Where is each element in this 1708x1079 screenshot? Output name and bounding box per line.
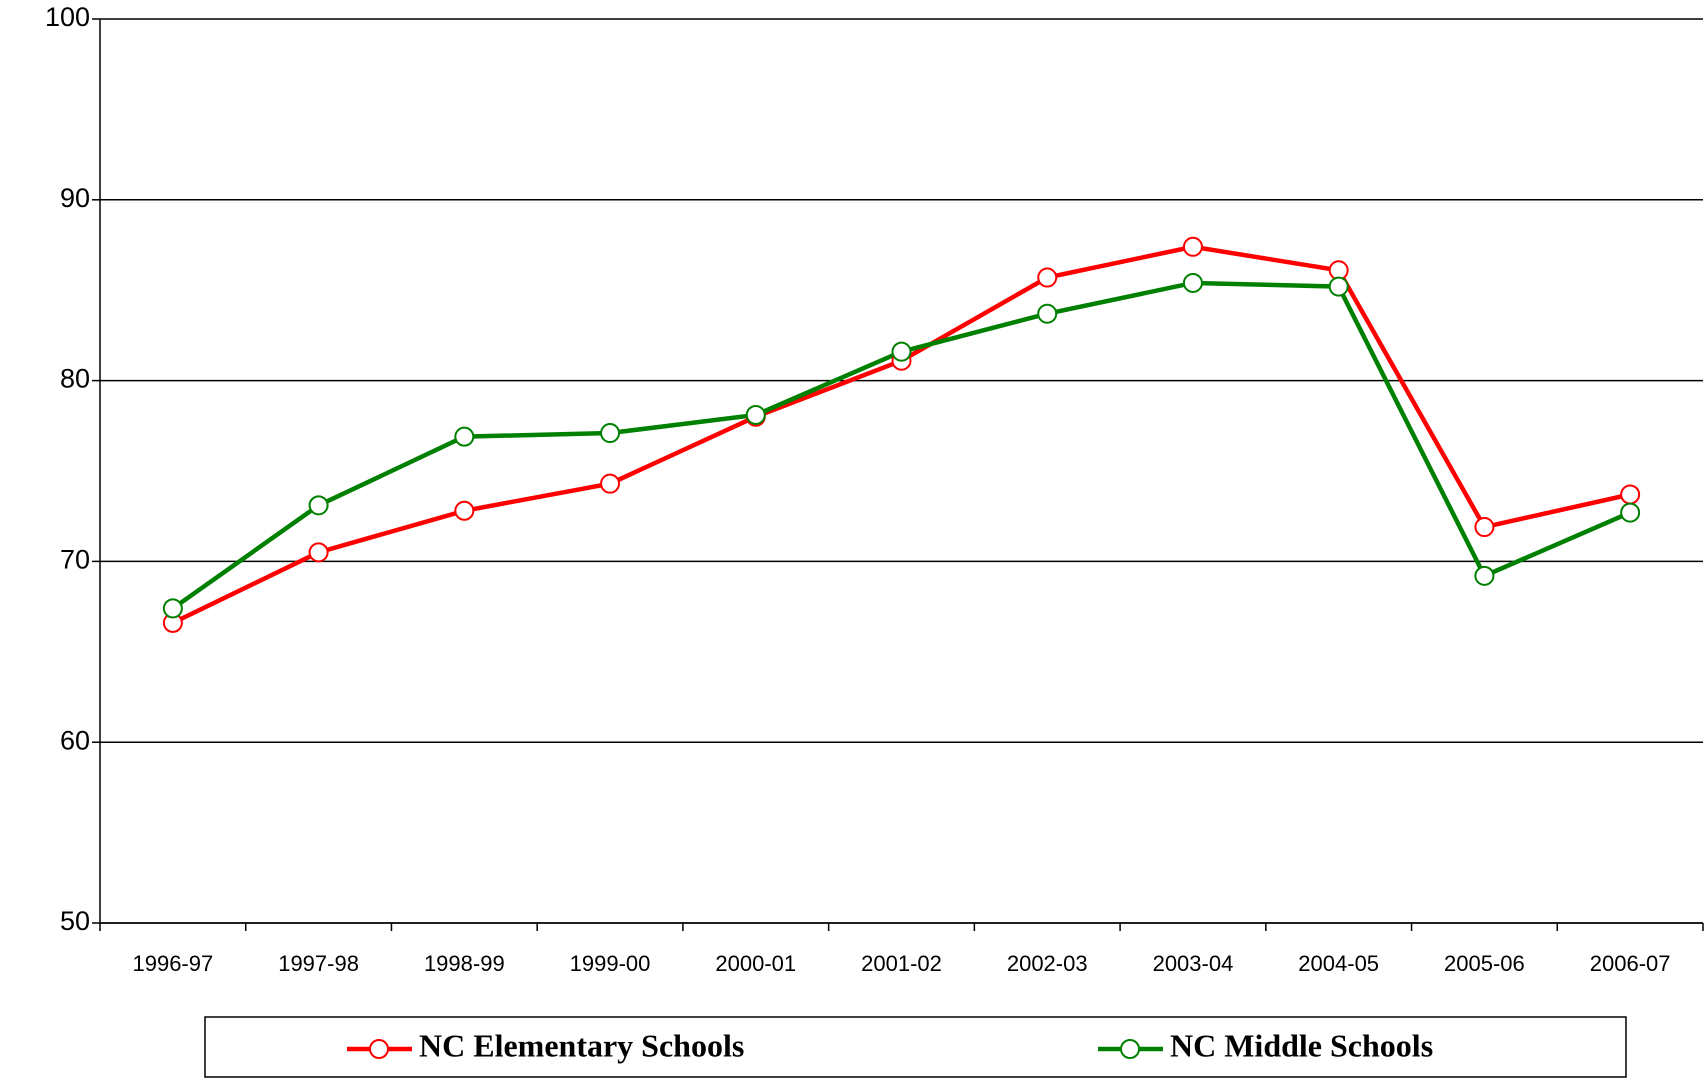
x-tick-label: 2000-01	[715, 951, 796, 976]
point-marker	[454, 500, 475, 521]
x-tick-label: 2002-03	[1007, 951, 1088, 976]
y-tick-label: 50	[60, 906, 90, 936]
x-tick-label: 1998-99	[424, 951, 505, 976]
legend: NC Elementary Schools NC Middle Schools	[204, 1016, 1627, 1078]
x-tick-label: 2005-06	[1444, 951, 1525, 976]
point-marker	[1037, 303, 1058, 324]
legend-marker	[369, 1039, 389, 1059]
point-marker	[1182, 272, 1203, 293]
point-marker	[1328, 276, 1349, 297]
x-tick-label: 1997-98	[278, 951, 359, 976]
y-tick-label: 60	[60, 725, 90, 755]
x-tick-label: 1996-97	[132, 951, 213, 976]
point-marker	[162, 598, 183, 619]
legend-label: NC Elementary Schools	[419, 1027, 744, 1063]
x-tick-label: 2003-04	[1153, 951, 1234, 976]
y-tick-label: 100	[45, 2, 90, 32]
point-marker	[454, 426, 475, 447]
legend-marker	[1120, 1039, 1140, 1059]
x-tick-label: 2004-05	[1298, 951, 1379, 976]
point-marker	[600, 423, 621, 444]
point-marker	[745, 404, 766, 425]
point-marker	[1620, 484, 1641, 505]
point-marker	[1474, 565, 1495, 586]
point-marker	[1182, 236, 1203, 257]
y-tick-label: 90	[60, 183, 90, 213]
point-marker	[891, 341, 912, 362]
y-tick-label: 80	[60, 364, 90, 394]
point-marker	[600, 473, 621, 494]
point-marker	[1620, 502, 1641, 523]
legend-label: NC Middle Schools	[1170, 1027, 1433, 1063]
x-tick-label: 2006-07	[1590, 951, 1671, 976]
point-marker	[308, 495, 329, 516]
legend-box	[204, 1016, 1627, 1078]
x-tick-label: 2001-02	[861, 951, 942, 976]
series-line	[171, 280, 1632, 611]
point-marker	[1474, 517, 1495, 538]
y-tick-label: 70	[60, 545, 90, 575]
point-marker	[1037, 267, 1058, 288]
x-tick-label: 1999-00	[570, 951, 651, 976]
point-marker	[308, 542, 329, 563]
